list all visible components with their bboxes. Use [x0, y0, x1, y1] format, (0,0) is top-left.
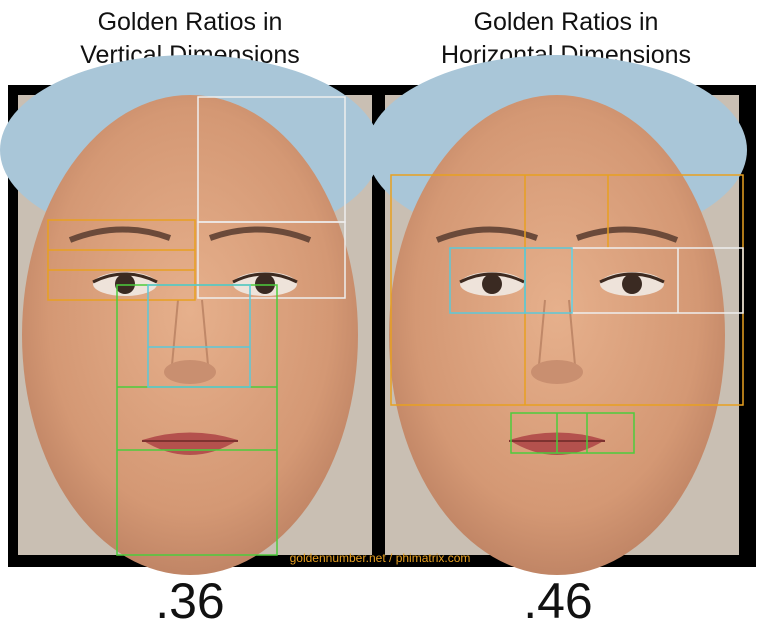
title-line: Golden Ratios in	[98, 8, 283, 36]
face-photo	[367, 55, 747, 575]
ratio: .46	[523, 573, 593, 629]
horizontal-overlay	[390, 174, 744, 454]
credit: goldennumber.net / phimatrix.com	[290, 551, 471, 565]
vertical-overlay	[47, 96, 346, 556]
face-photo	[0, 55, 380, 575]
title-line: Golden Ratios in	[474, 8, 659, 36]
ratio: .36	[155, 573, 225, 629]
